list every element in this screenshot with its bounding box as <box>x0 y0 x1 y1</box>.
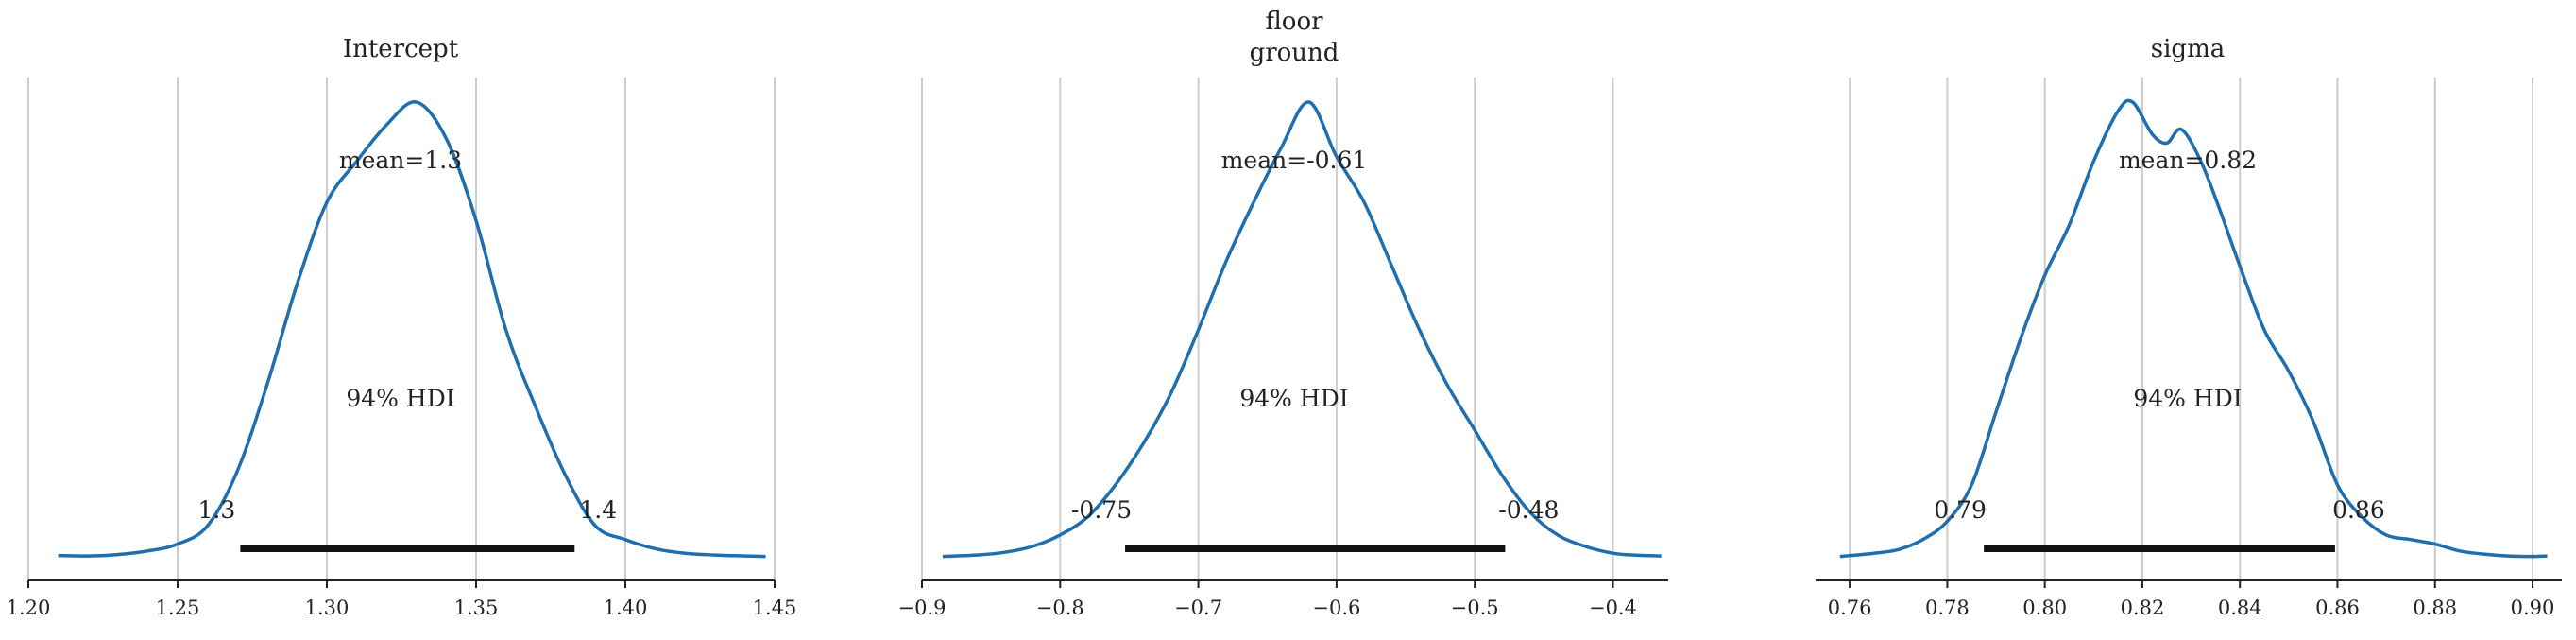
x-tick-label: −0.7 <box>1174 597 1222 619</box>
hdi-high-label: 1.4 <box>579 496 617 524</box>
hdi-high-label: -0.48 <box>1498 496 1559 524</box>
x-tick-label: −0.8 <box>1036 597 1084 619</box>
x-tick-label: 0.88 <box>2413 597 2457 619</box>
density-curve <box>942 100 1662 559</box>
hdi-high-label: 0.86 <box>2332 496 2385 524</box>
x-tick-label: 1.20 <box>7 597 51 619</box>
hdi-low-label: 1.3 <box>197 496 235 524</box>
x-tick-label: 0.84 <box>2218 597 2262 619</box>
x-tick-label: −0.5 <box>1451 597 1499 619</box>
panel-title: Intercept <box>343 35 459 63</box>
panel-title: floor <box>1265 8 1323 36</box>
hdi-low-label: 0.79 <box>1934 496 1987 524</box>
hdi-low-label: -0.75 <box>1071 496 1132 524</box>
panel-title: sigma <box>2151 35 2225 63</box>
panel-title: ground <box>1250 39 1339 67</box>
x-tick-label: 1.40 <box>604 597 648 619</box>
x-tick-label: −0.9 <box>898 597 947 619</box>
mean-label: mean=-0.61 <box>1221 147 1368 174</box>
intercept-panel: 1.20 1.25 1.30 1.35 1.40 1.45 1.3 1.4 94% HDI mea… <box>7 35 797 619</box>
x-tick-label: 0.76 <box>1828 597 1872 619</box>
x-tick-label: 0.82 <box>2121 597 2165 619</box>
x-tick-label: 0.80 <box>2022 597 2067 619</box>
density-curve <box>58 100 766 559</box>
density-curve <box>1839 98 2548 559</box>
mean-label: mean=1.3 <box>339 147 462 174</box>
sigma-panel: 0.76 0.78 0.80 0.82 0.84 0.86 0.88 0.90 0.79 0.86… <box>1816 35 2562 619</box>
hdi-label: 94% HDI <box>1239 385 1348 412</box>
x-tick-label: 0.90 <box>2511 597 2555 619</box>
x-tick-label: 0.86 <box>2315 597 2360 619</box>
hdi-label: 94% HDI <box>2133 385 2242 412</box>
hdi-label: 94% HDI <box>346 385 454 412</box>
mean-label: mean=0.82 <box>2119 147 2257 174</box>
x-tick-label: −0.4 <box>1589 597 1637 619</box>
x-tick-label: 1.45 <box>753 597 797 619</box>
x-tick-label: 1.30 <box>305 597 350 619</box>
x-tick-label: 1.35 <box>454 597 499 619</box>
x-tick-label: 0.78 <box>1925 597 1970 619</box>
x-tick-label: −0.6 <box>1312 597 1360 619</box>
floor-ground-panel: −0.9 −0.8 −0.7 −0.6 −0.5 −0.4 -0.75 -0.48 94% HD… <box>898 8 1668 619</box>
x-tick-label: 1.25 <box>156 597 200 619</box>
